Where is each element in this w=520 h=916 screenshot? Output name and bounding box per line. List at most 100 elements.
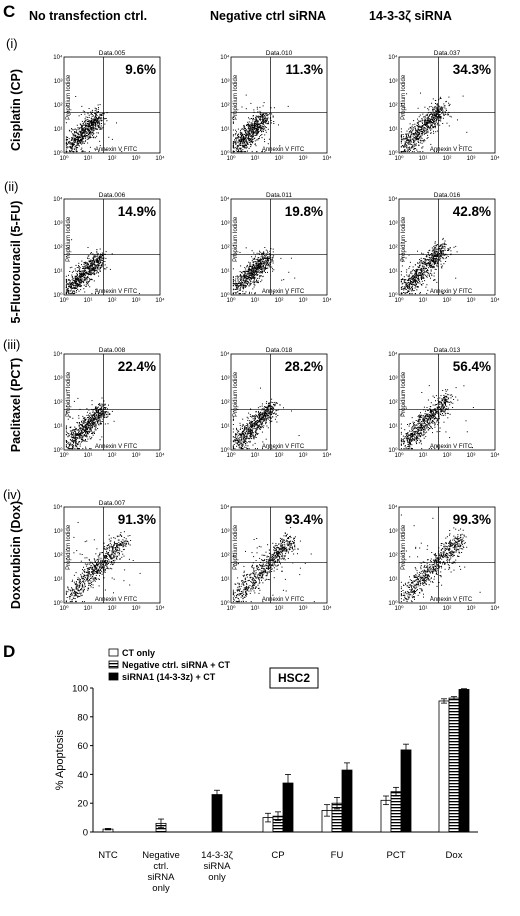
x-tick-label: 10³ [467, 298, 476, 304]
bar-black-5 [341, 769, 353, 833]
x-tick-label: 10⁴ [490, 452, 500, 459]
x-tick-label: 10⁴ [155, 605, 165, 612]
y-tick-label: 10² [389, 553, 398, 559]
y-tick-label: 10¹ [54, 424, 63, 430]
bar-y-tick-label: 20 [77, 799, 88, 810]
legend-label-sirna1: siRNA1 (14-3-3z) + CT [122, 672, 216, 682]
x-tick-label: 10³ [132, 298, 141, 304]
plot-events [232, 527, 315, 603]
x-axis-title: Annexin V FITC [95, 289, 138, 295]
bar-black-3 [211, 794, 223, 833]
y-tick-label: 10² [54, 553, 63, 559]
x-tick-label: 10² [275, 453, 284, 459]
column-header-3: 14-3-3ζ siRNA [369, 9, 452, 23]
y-tick-label: 10¹ [389, 269, 398, 275]
x-tick-label: 10³ [132, 606, 141, 612]
x-tick-label: 10¹ [251, 453, 260, 459]
plot-title: Data.008 [99, 347, 126, 354]
y-axis-title: Propidium Iodide [66, 74, 72, 120]
column-header-2: Negative ctrl siRNA [210, 9, 326, 23]
x-tick-label: 10⁴ [490, 605, 500, 612]
row-roman-1: (i) [6, 36, 18, 51]
y-tick-label: 10¹ [54, 127, 63, 133]
y-tick-label: 10¹ [221, 127, 230, 133]
apoptosis-percent: 34.3% [453, 62, 491, 77]
y-tick-label: 10² [221, 245, 230, 251]
y-tick-label: 10³ [389, 79, 398, 85]
x-tick-label: 10³ [467, 453, 476, 459]
bar-striped-7 [448, 697, 460, 833]
y-tick-label: 10⁰ [53, 150, 63, 157]
x-tick-label: 10² [443, 156, 452, 162]
y-tick-label: 10⁴ [53, 196, 63, 203]
x-tick-label: 10⁴ [322, 452, 332, 459]
x-tick-label: 10¹ [419, 156, 428, 162]
y-tick-label: 10³ [389, 529, 398, 535]
plot-events [400, 514, 481, 603]
apoptosis-percent: 9.6% [125, 62, 156, 77]
y-tick-label: 10² [221, 103, 230, 109]
x-tick-label: 10⁴ [490, 155, 500, 162]
y-tick-label: 10³ [221, 376, 230, 382]
y-tick-label: 10⁰ [388, 150, 398, 157]
x-tick-label: 10⁴ [322, 155, 332, 162]
x-tick-label: 10³ [299, 453, 308, 459]
plot-events [65, 389, 115, 450]
x-tick-label: 10¹ [84, 453, 93, 459]
y-tick-label: 10⁴ [53, 54, 63, 61]
y-tick-label: 10⁴ [388, 351, 398, 358]
apoptosis-percent: 14.9% [118, 204, 156, 219]
y-axis-title: Propidium Iodide [66, 524, 72, 570]
bar-category-label: NTC [98, 850, 118, 861]
y-axis-title: Propidium Iodide [401, 74, 407, 120]
bar-category-label: PCT [387, 850, 406, 861]
x-tick-label: 10⁰ [59, 297, 69, 304]
y-tick-label: 10³ [221, 79, 230, 85]
apoptosis-percent: 93.4% [285, 512, 323, 527]
y-axis-title: Propidium Iodide [401, 371, 407, 417]
y-tick-label: 10⁰ [220, 150, 230, 157]
y-tick-label: 10⁰ [220, 292, 230, 299]
y-tick-label: 10² [54, 245, 63, 251]
bar-y-tick-label: 80 [77, 712, 88, 723]
x-axis-title: Annexin V FITC [430, 289, 473, 295]
x-tick-label: 10⁴ [155, 297, 165, 304]
legend-swatch-ct-only [108, 648, 119, 657]
x-tick-label: 10⁰ [394, 452, 404, 459]
y-tick-label: 10² [389, 103, 398, 109]
y-tick-label: 10⁰ [388, 600, 398, 607]
x-axis-title: Annexin V FITC [430, 444, 473, 450]
apoptosis-percent: 19.8% [285, 204, 323, 219]
y-axis-title: Propidium Iodide [66, 216, 72, 262]
x-tick-label: 10⁰ [226, 155, 236, 162]
bar-category-label: CP [271, 850, 284, 861]
x-tick-label: 10⁴ [322, 297, 332, 304]
y-tick-label: 10¹ [389, 577, 398, 583]
bar-y-tick-label: 0 [83, 828, 88, 839]
drug-label-2: 5-Fluorouracil (5-FU) [9, 201, 23, 324]
row-roman-3: (iii) [3, 337, 20, 352]
x-tick-label: 10² [108, 606, 117, 612]
bar-category-label: 14-3-3ζ siRNA only [201, 850, 233, 883]
plot-events [65, 96, 123, 153]
y-tick-label: 10³ [54, 376, 63, 382]
bar-white-6 [380, 799, 392, 833]
x-tick-label: 10¹ [419, 606, 428, 612]
y-axis-title: Propidium Iodide [233, 524, 239, 570]
apoptosis-percent: 99.3% [453, 512, 491, 527]
x-tick-label: 10³ [467, 606, 476, 612]
plot-events [400, 237, 458, 295]
x-tick-label: 10² [108, 156, 117, 162]
x-tick-label: 10⁰ [394, 297, 404, 304]
flow-cytometry-grid: Data.0059.6%10⁰10⁰10¹10¹10²10²10³10³10⁴1… [53, 50, 500, 612]
legend-label-ct-only: CT only [122, 648, 155, 658]
plot-events [232, 244, 296, 295]
y-tick-label: 10¹ [221, 577, 230, 583]
x-tick-label: 10¹ [84, 298, 93, 304]
x-tick-label: 10² [108, 453, 117, 459]
y-axis-title: Propidium Iodide [233, 216, 239, 262]
